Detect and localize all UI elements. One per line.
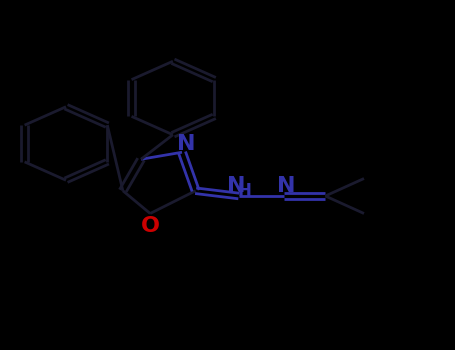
Text: N: N	[278, 176, 296, 196]
Text: N: N	[177, 133, 196, 154]
Text: H: H	[238, 182, 251, 201]
Text: N: N	[228, 175, 246, 196]
Text: O: O	[141, 216, 160, 236]
